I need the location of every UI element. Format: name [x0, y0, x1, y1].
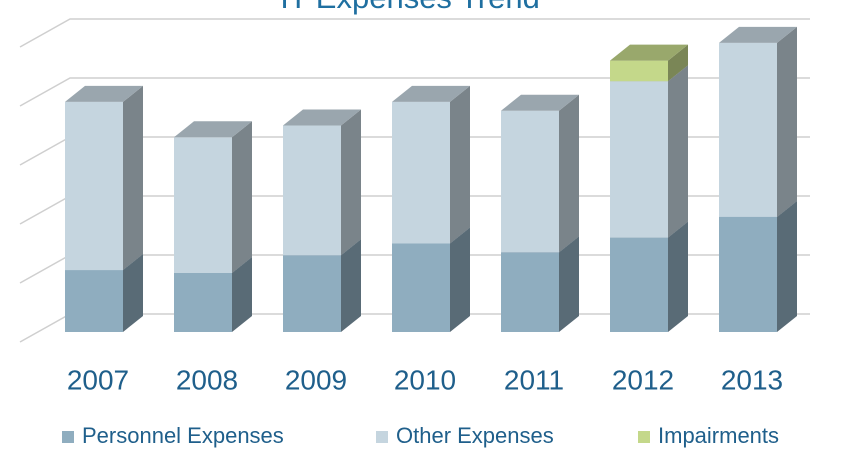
bar-side [777, 200, 797, 332]
bar-segment [174, 121, 252, 273]
bar-side [232, 257, 252, 332]
bar-side [450, 85, 470, 244]
x-tick-label: 2009 [285, 364, 347, 395]
bar-side [450, 227, 470, 332]
bar-front [65, 101, 123, 271]
bar-front [174, 137, 232, 273]
x-tick-label: 2010 [394, 364, 456, 395]
bar-segment [719, 200, 797, 332]
bar-segment [501, 94, 579, 253]
bar-side [341, 109, 361, 256]
bar-segment [719, 26, 797, 217]
grid-line [19, 18, 810, 48]
bar-segment [610, 221, 688, 332]
legend-label: Impairments [658, 423, 779, 448]
bar-front [392, 243, 450, 332]
bar-side [668, 65, 688, 238]
bar-front [501, 110, 559, 253]
grid-line [19, 77, 810, 107]
bar-front [610, 237, 668, 332]
bar-front [392, 101, 450, 244]
bar-top [283, 109, 361, 126]
bar-top [610, 44, 688, 61]
bar-top [174, 121, 252, 138]
bar-front [283, 125, 341, 256]
x-tick-label: 2007 [67, 364, 129, 395]
bar-front [719, 42, 777, 217]
x-tick-label: 2011 [504, 364, 564, 395]
bar-side [232, 121, 252, 273]
bar-segment [610, 44, 688, 82]
bar-segment [392, 85, 470, 244]
bar-front [283, 255, 341, 332]
bar-side [559, 94, 579, 253]
legend-swatch [376, 431, 388, 443]
bar-front [174, 273, 232, 332]
x-tick-label: 2013 [721, 364, 783, 395]
bar-front [610, 81, 668, 238]
bar-side [559, 236, 579, 332]
bar-top [392, 85, 470, 102]
bar-side [668, 44, 688, 82]
bar-front [610, 60, 668, 82]
bar-side [777, 26, 797, 217]
bar-front [501, 252, 559, 332]
bar-top [719, 26, 797, 43]
legend-swatch [62, 431, 74, 443]
bar-side [123, 254, 143, 332]
bar-side [123, 85, 143, 271]
bar-top [65, 85, 143, 102]
bar-segment [283, 109, 361, 256]
bar-segment [610, 65, 688, 238]
bar-side [668, 221, 688, 332]
x-tick-label: 2008 [176, 364, 238, 395]
legend-label: Personnel Expenses [82, 423, 284, 448]
legend-label: Other Expenses [396, 423, 554, 448]
bar-segment [392, 227, 470, 332]
x-tick-label: 2012 [612, 364, 674, 395]
bar-front [65, 270, 123, 332]
bar-top [501, 94, 579, 111]
bar-segment [65, 85, 143, 271]
legend-swatch [638, 431, 650, 443]
chart-title: IT Expenses Trend [280, 0, 540, 15]
bar-side [341, 239, 361, 332]
bar-front [719, 216, 777, 332]
bar-segment [501, 236, 579, 332]
